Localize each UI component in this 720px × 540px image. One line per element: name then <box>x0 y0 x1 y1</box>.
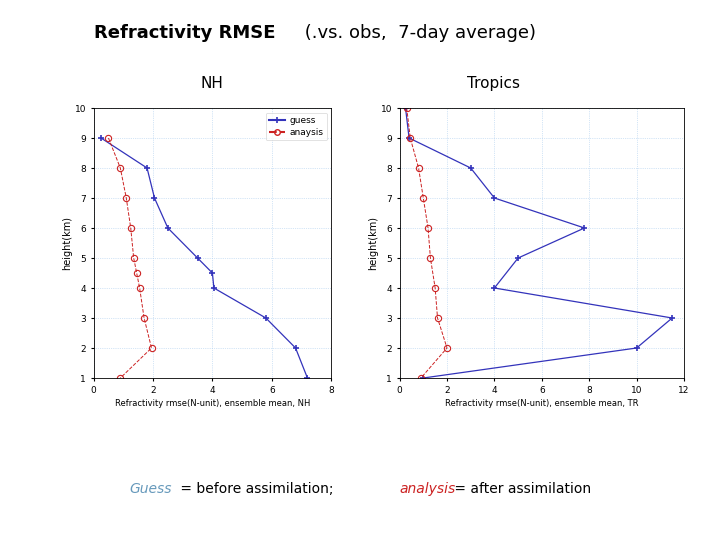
Text: analysis: analysis <box>400 482 456 496</box>
Legend: guess, anaysis: guess, anaysis <box>266 112 327 140</box>
X-axis label: Refractivity rmse(N-unit), ensemble mean, TR: Refractivity rmse(N-unit), ensemble mean… <box>445 399 639 408</box>
Text: Tropics: Tropics <box>467 76 520 91</box>
Text: = before assimilation;: = before assimilation; <box>176 482 347 496</box>
Y-axis label: height(km): height(km) <box>62 216 72 270</box>
Text: Guess: Guess <box>130 482 172 496</box>
Text: = after assimilation: = after assimilation <box>450 482 591 496</box>
Text: (.vs. obs,  7-day average): (.vs. obs, 7-day average) <box>299 24 536 42</box>
Y-axis label: height(km): height(km) <box>368 216 378 270</box>
Text: Refractivity RMSE: Refractivity RMSE <box>94 24 275 42</box>
X-axis label: Refractivity rmse(N-unit), ensemble mean, NH: Refractivity rmse(N-unit), ensemble mean… <box>114 399 310 408</box>
Text: NH: NH <box>201 76 224 91</box>
